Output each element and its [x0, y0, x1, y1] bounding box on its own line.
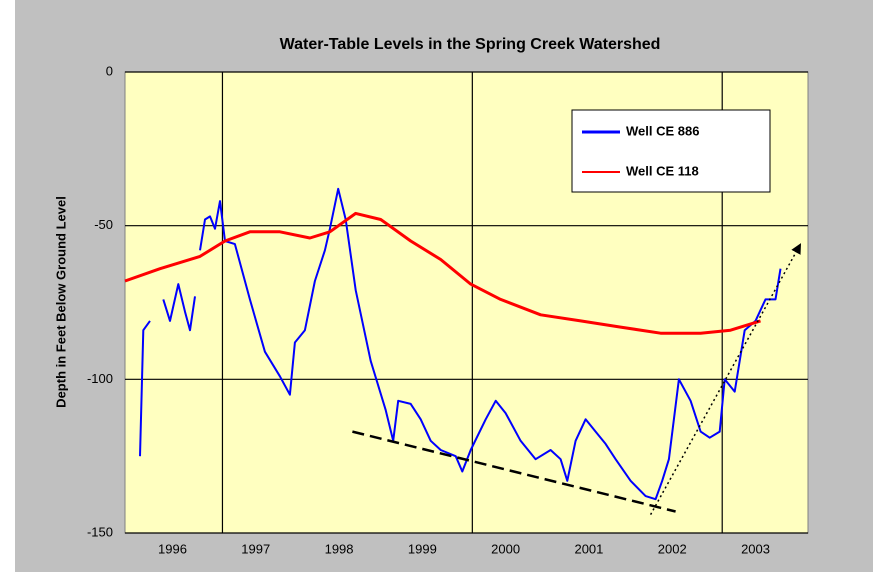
legend-label: Well CE 118: [626, 163, 699, 178]
y-tick-label: -50: [94, 217, 113, 232]
y-axis-label: Depth in Feet Below Ground Level: [53, 196, 68, 408]
grid: 0 -50 -100 -150 1996 1997 1998 1999 2000 2001 2002…: [87, 63, 808, 556]
marks: [124, 187, 802, 515]
y-tick-label: 0: [106, 63, 113, 78]
x-tick-label: 2003: [741, 541, 770, 556]
y-tick-label: -150: [87, 524, 113, 539]
legend-label: Well CE 886: [626, 123, 699, 138]
chart-title: Water-Table Levels in the Spring Creek W…: [280, 36, 661, 53]
y-tick-label: -100: [87, 371, 113, 386]
x-tick-label: 2000: [491, 541, 520, 556]
x-tick-label: 2001: [574, 541, 603, 556]
x-tick-label: 1998: [325, 541, 354, 556]
x-tick-label: 1999: [408, 541, 437, 556]
trend-line: [649, 243, 802, 515]
x-tick-label: 2002: [658, 541, 687, 556]
series-line: [139, 187, 782, 501]
x-tick-label: 1996: [158, 541, 187, 556]
series-line: [124, 211, 761, 335]
x-tick-label: 1997: [241, 541, 270, 556]
legend: [571, 109, 771, 193]
trend-line: [352, 430, 676, 513]
